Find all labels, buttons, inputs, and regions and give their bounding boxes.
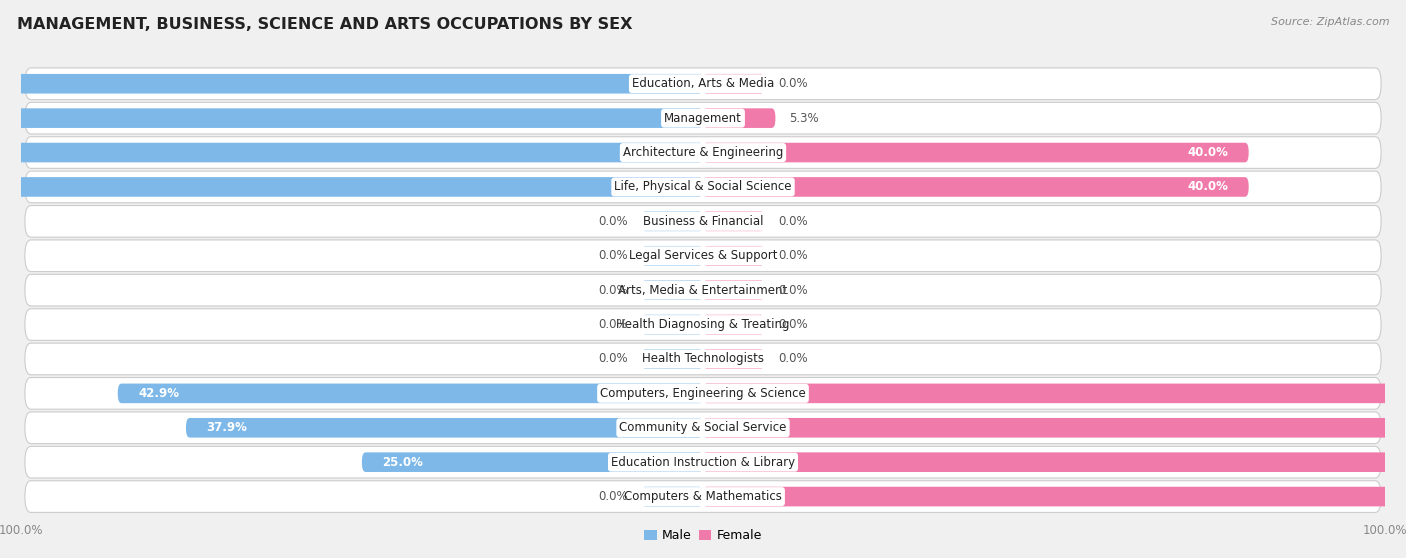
FancyBboxPatch shape	[703, 143, 1249, 162]
FancyBboxPatch shape	[25, 343, 1381, 375]
FancyBboxPatch shape	[641, 315, 703, 334]
FancyBboxPatch shape	[703, 487, 1406, 506]
FancyBboxPatch shape	[703, 108, 776, 128]
Text: Education, Arts & Media: Education, Arts & Media	[631, 77, 775, 90]
FancyBboxPatch shape	[0, 177, 703, 197]
FancyBboxPatch shape	[25, 137, 1381, 169]
Text: 0.0%: 0.0%	[599, 249, 628, 262]
Text: Architecture & Engineering: Architecture & Engineering	[623, 146, 783, 159]
Text: 42.9%: 42.9%	[138, 387, 180, 400]
Text: 40.0%: 40.0%	[1187, 146, 1227, 159]
FancyBboxPatch shape	[641, 487, 703, 506]
Text: MANAGEMENT, BUSINESS, SCIENCE AND ARTS OCCUPATIONS BY SEX: MANAGEMENT, BUSINESS, SCIENCE AND ARTS O…	[17, 17, 633, 32]
Text: 0.0%: 0.0%	[599, 353, 628, 365]
FancyBboxPatch shape	[0, 143, 703, 162]
FancyBboxPatch shape	[25, 171, 1381, 203]
Text: Business & Financial: Business & Financial	[643, 215, 763, 228]
Text: 5.3%: 5.3%	[789, 112, 818, 124]
FancyBboxPatch shape	[25, 309, 1381, 340]
FancyBboxPatch shape	[641, 246, 703, 266]
FancyBboxPatch shape	[703, 280, 765, 300]
Text: Arts, Media & Entertainment: Arts, Media & Entertainment	[619, 283, 787, 297]
Text: Community & Social Service: Community & Social Service	[619, 421, 787, 434]
Text: Source: ZipAtlas.com: Source: ZipAtlas.com	[1271, 17, 1389, 27]
FancyBboxPatch shape	[25, 205, 1381, 237]
FancyBboxPatch shape	[641, 280, 703, 300]
Text: Computers & Mathematics: Computers & Mathematics	[624, 490, 782, 503]
FancyBboxPatch shape	[0, 74, 703, 94]
FancyBboxPatch shape	[25, 446, 1381, 478]
FancyBboxPatch shape	[25, 275, 1381, 306]
FancyBboxPatch shape	[703, 315, 765, 334]
FancyBboxPatch shape	[641, 349, 703, 369]
Text: 0.0%: 0.0%	[778, 215, 807, 228]
FancyBboxPatch shape	[25, 102, 1381, 134]
Text: Management: Management	[664, 112, 742, 124]
FancyBboxPatch shape	[0, 108, 703, 128]
FancyBboxPatch shape	[703, 349, 765, 369]
Text: Computers, Engineering & Science: Computers, Engineering & Science	[600, 387, 806, 400]
Text: 40.0%: 40.0%	[1187, 180, 1227, 194]
FancyBboxPatch shape	[25, 378, 1381, 409]
Text: Life, Physical & Social Science: Life, Physical & Social Science	[614, 180, 792, 194]
FancyBboxPatch shape	[703, 246, 765, 266]
Text: 0.0%: 0.0%	[599, 318, 628, 331]
FancyBboxPatch shape	[703, 453, 1406, 472]
Text: 0.0%: 0.0%	[599, 283, 628, 297]
FancyBboxPatch shape	[25, 412, 1381, 444]
Text: 0.0%: 0.0%	[778, 249, 807, 262]
FancyBboxPatch shape	[703, 383, 1406, 403]
FancyBboxPatch shape	[361, 453, 703, 472]
Text: 0.0%: 0.0%	[778, 283, 807, 297]
FancyBboxPatch shape	[25, 240, 1381, 272]
FancyBboxPatch shape	[703, 177, 1249, 197]
Text: 37.9%: 37.9%	[207, 421, 247, 434]
FancyBboxPatch shape	[703, 211, 765, 231]
FancyBboxPatch shape	[118, 383, 703, 403]
Text: Health Diagnosing & Treating: Health Diagnosing & Treating	[616, 318, 790, 331]
Text: 0.0%: 0.0%	[599, 215, 628, 228]
FancyBboxPatch shape	[25, 68, 1381, 99]
Legend: Male, Female: Male, Female	[640, 524, 766, 547]
FancyBboxPatch shape	[25, 481, 1381, 512]
FancyBboxPatch shape	[641, 211, 703, 231]
Text: 0.0%: 0.0%	[599, 490, 628, 503]
Text: 25.0%: 25.0%	[382, 456, 423, 469]
FancyBboxPatch shape	[186, 418, 703, 437]
Text: Education Instruction & Library: Education Instruction & Library	[612, 456, 794, 469]
Text: 0.0%: 0.0%	[778, 318, 807, 331]
Text: Health Technologists: Health Technologists	[643, 353, 763, 365]
Text: 0.0%: 0.0%	[778, 77, 807, 90]
Text: 0.0%: 0.0%	[778, 353, 807, 365]
FancyBboxPatch shape	[703, 74, 765, 94]
Text: Legal Services & Support: Legal Services & Support	[628, 249, 778, 262]
FancyBboxPatch shape	[703, 418, 1406, 437]
